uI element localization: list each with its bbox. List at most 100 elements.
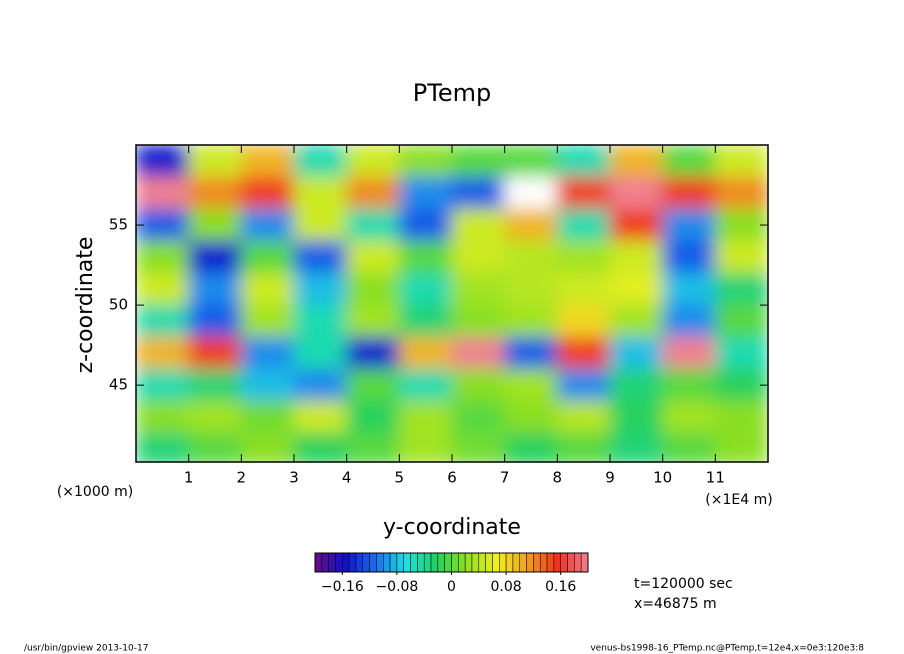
cell (240, 208, 295, 242)
cell (346, 304, 400, 338)
cell (714, 208, 768, 242)
cell (398, 208, 453, 242)
cell (451, 336, 506, 370)
colorbar-box (492, 552, 500, 573)
cell (136, 368, 190, 402)
cell (293, 400, 348, 434)
cell (293, 368, 348, 402)
colorbar-box (444, 552, 452, 573)
cell (556, 272, 611, 306)
colorbar-box (505, 552, 514, 573)
cell (556, 304, 611, 338)
cell (398, 145, 453, 178)
cell (609, 272, 664, 306)
cell (240, 304, 295, 338)
cell (504, 336, 558, 370)
colorbar-tick-label: 0.08 (491, 579, 522, 595)
colorbar-tick-label: −0.08 (375, 579, 418, 595)
colorbar-box (430, 552, 439, 573)
colorbar-box (369, 552, 377, 573)
cell (398, 400, 453, 434)
colorbar-box (512, 552, 520, 573)
x-tick-label: 2 (237, 469, 247, 487)
cell (714, 368, 768, 402)
colorbar-box (328, 552, 336, 573)
cell (556, 368, 611, 402)
x-tick-label: 7 (500, 469, 510, 487)
cell (188, 304, 242, 338)
cell (504, 145, 558, 178)
cell (451, 400, 506, 434)
cell (240, 145, 295, 178)
colorbar-box (458, 552, 466, 573)
cell (714, 432, 768, 462)
cell (714, 176, 768, 210)
cell (293, 432, 348, 462)
cell (451, 432, 506, 462)
cell (451, 304, 506, 338)
colorbar-box (417, 552, 425, 573)
cell (451, 208, 506, 242)
colorbar-box (342, 552, 350, 573)
cell (293, 208, 348, 242)
cell (188, 368, 242, 402)
colorbar-box (362, 552, 370, 573)
colorbar-box (546, 552, 555, 573)
cell (346, 176, 400, 210)
cell (293, 272, 348, 306)
cell (609, 400, 664, 434)
colorbar-box (526, 552, 534, 573)
cell (662, 304, 716, 338)
cell (662, 208, 716, 242)
y-tick-label: 55 (109, 216, 128, 234)
colorbar-box (464, 552, 473, 573)
cell (609, 432, 664, 462)
colorbar-box (335, 552, 343, 573)
footer: /usr/bin/gpview 2013-10-17 (24, 644, 148, 654)
cell (662, 400, 716, 434)
annotation: t=120000 sec (634, 576, 733, 592)
cell (188, 432, 242, 462)
cell (609, 304, 664, 338)
cell (504, 304, 558, 338)
cell (556, 240, 611, 274)
x-tick-label: 3 (289, 469, 299, 487)
cell (240, 336, 295, 370)
cell (346, 208, 400, 242)
cell (240, 176, 295, 210)
colorbar-box (580, 552, 589, 573)
x-tick-label: 5 (395, 469, 405, 487)
cell (662, 272, 716, 306)
cell (451, 240, 506, 274)
cell (346, 368, 400, 402)
cell (556, 432, 611, 462)
cell (714, 272, 768, 306)
colorbar: −0.16 −0.08 0 0.08 0.16 (314, 552, 589, 595)
cell (398, 336, 453, 370)
colorbar-box (553, 552, 561, 573)
cell (136, 208, 190, 242)
colorbar-box (376, 552, 384, 573)
cell (609, 145, 664, 178)
x-tick-label: 1 (184, 469, 194, 487)
colorbar-box (539, 552, 548, 573)
cell (136, 304, 190, 338)
colorbar-box (423, 552, 432, 573)
x-unit: (×1E4 m) (705, 492, 772, 508)
cell (293, 304, 348, 338)
x-tick-label: 9 (605, 469, 615, 487)
cell (136, 240, 190, 274)
cell (188, 176, 242, 210)
chart-title: PTemp (413, 79, 491, 107)
cell (504, 400, 558, 434)
x-tick-label: 10 (653, 469, 672, 487)
x-tick-label: 8 (553, 469, 563, 487)
annotation: x=46875 m (634, 596, 717, 612)
colorbar-box (519, 552, 527, 573)
cell (714, 400, 768, 434)
cell (662, 240, 716, 274)
cell (188, 240, 242, 274)
footer: venus-bs1998-16_PTemp.nc@PTemp,t=12e4,x=… (590, 644, 864, 654)
cell (662, 176, 716, 210)
